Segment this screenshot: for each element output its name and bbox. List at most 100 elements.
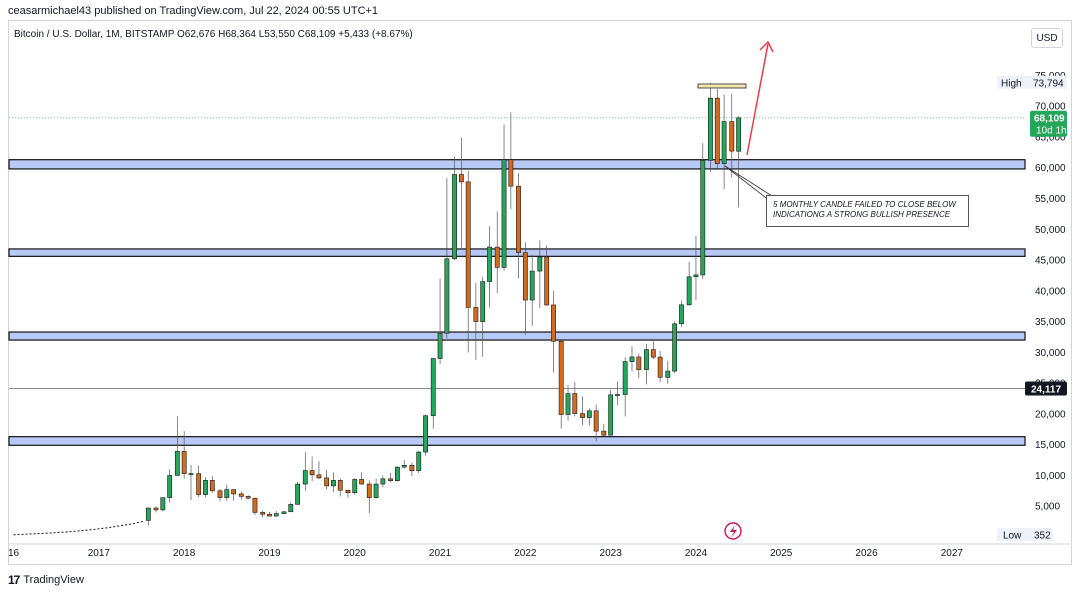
candle-down[interactable] [359,472,364,485]
candle-up[interactable] [395,466,400,482]
candle-up[interactable] [416,450,422,473]
x-tick-label: 2017 [88,548,111,559]
candle-up[interactable] [295,481,301,505]
candle-up[interactable] [615,381,620,406]
candle-down[interactable] [231,489,237,501]
brand-label: TradingView [23,574,84,586]
candle-up[interactable] [529,255,535,326]
lightning-bolt-icon [730,525,737,538]
candle-up[interactable] [380,475,386,488]
candle-up[interactable] [203,477,208,498]
candle-up[interactable] [679,300,684,328]
candle-down[interactable] [316,461,322,480]
candle-down[interactable] [572,381,578,417]
candle-down[interactable] [465,170,471,353]
candle-up[interactable] [565,384,571,421]
candle-up[interactable] [423,414,428,456]
candle-down[interactable] [366,480,372,514]
candle-up[interactable] [672,321,678,374]
tradingview-brand[interactable]: 17 TradingView [8,573,84,587]
candle-up[interactable] [430,358,436,429]
candle-down[interactable] [458,137,464,248]
candle-body [593,410,599,432]
candle-body [245,496,251,499]
candle-down[interactable] [196,465,202,497]
candle-up[interactable] [167,469,173,503]
candle-down[interactable] [522,242,528,335]
candle-up[interactable] [537,240,543,309]
candle-up[interactable] [145,507,151,526]
candle-up[interactable] [281,511,287,515]
candle-down[interactable] [245,495,251,500]
candle-up[interactable] [401,460,407,469]
candle-down[interactable] [388,472,393,483]
candle-up[interactable] [331,472,336,493]
candle-up[interactable] [302,452,308,491]
candle-up[interactable] [437,278,443,365]
candle-down[interactable] [217,488,223,502]
candle-up[interactable] [160,497,166,512]
candle-up[interactable] [608,389,614,436]
candle-down[interactable] [601,423,607,437]
candle-down[interactable] [181,431,187,479]
candle-down[interactable] [551,290,556,373]
currency-button[interactable]: USD [1031,28,1063,48]
candle-down[interactable] [558,340,564,429]
candle-down[interactable] [714,88,720,171]
candle-up[interactable] [352,477,358,495]
candle-up[interactable] [736,116,742,208]
candle-down[interactable] [238,491,244,500]
candle-down[interactable] [650,341,656,360]
candle-body [615,394,620,396]
candle-down[interactable] [473,282,479,360]
candle-down[interactable] [309,456,315,481]
candle-body [480,281,486,322]
candle-down[interactable] [153,506,159,513]
candle-up[interactable] [288,502,294,513]
candle-down[interactable] [252,497,258,515]
support-zone [8,436,1026,446]
candle-down[interactable] [337,478,343,497]
candle-up[interactable] [501,124,507,271]
candle-up[interactable] [721,94,727,190]
candle-down[interactable] [324,469,330,490]
candle-up[interactable] [693,236,699,301]
candle-up[interactable] [273,511,279,517]
candle-up[interactable] [708,82,713,173]
candle-down[interactable] [209,476,215,493]
candle-down[interactable] [267,511,272,517]
candle-body [437,332,443,359]
candle-body [644,349,649,370]
candle-up[interactable] [480,276,486,357]
candle-down[interactable] [636,353,642,379]
candle-up[interactable] [622,357,628,417]
candle-up[interactable] [644,343,649,385]
candle-up[interactable] [700,143,706,280]
candle-down[interactable] [729,93,735,178]
candle-down[interactable] [345,489,351,498]
candle-up[interactable] [629,346,635,372]
candle-down[interactable] [544,245,550,306]
candle-up[interactable] [444,178,450,339]
candle-body [324,477,330,487]
candle-up[interactable] [224,484,230,501]
candle-up[interactable] [586,408,592,426]
candle-down[interactable] [260,510,266,518]
candle-down[interactable] [516,173,521,279]
candle-down[interactable] [593,404,599,442]
candle-up[interactable] [686,261,692,306]
candle-down[interactable] [657,351,663,382]
candle-up[interactable] [188,464,194,501]
candle-up[interactable] [373,478,379,499]
candle-body [416,451,422,471]
candle-down[interactable] [494,211,500,294]
candle-body [238,493,244,497]
candle-up[interactable] [452,156,457,261]
candle-down[interactable] [508,112,514,209]
candle-up[interactable] [665,360,671,384]
candle-down[interactable] [409,462,415,477]
candle-down[interactable] [580,396,585,426]
candle-up[interactable] [487,226,492,308]
candle-up[interactable] [174,416,180,476]
